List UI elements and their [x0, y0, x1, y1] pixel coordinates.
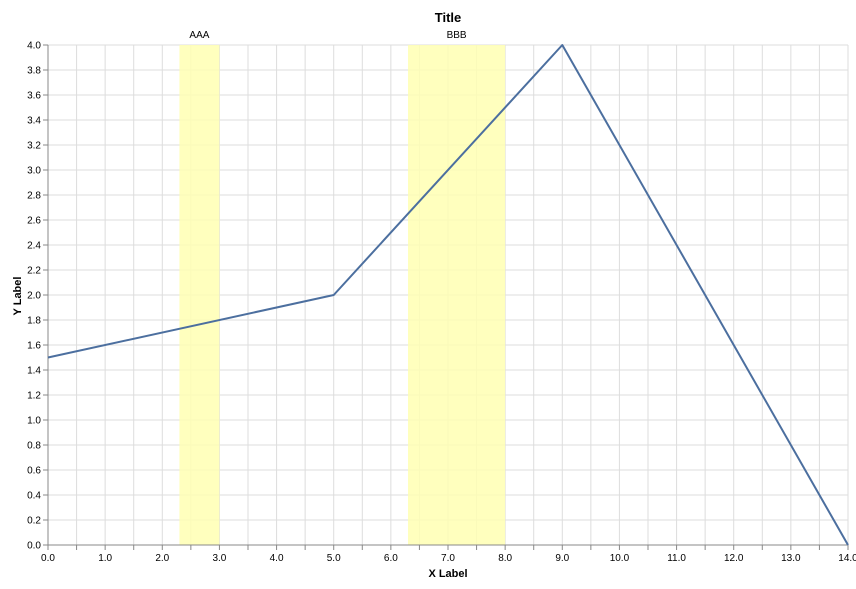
y-tick-label: 1.2 [27, 391, 41, 402]
highlight-band [179, 45, 220, 545]
y-axis-title: Y Label [12, 277, 24, 316]
x-tick-label: 12.0 [724, 553, 744, 564]
y-tick-label: 2.0 [27, 291, 41, 302]
y-tick-label: 2.6 [27, 216, 41, 227]
x-tick-label: 1.0 [98, 553, 112, 564]
band-label: AAA [189, 30, 209, 41]
x-tick-label: 10.0 [610, 553, 630, 564]
highlight-band [408, 45, 506, 545]
y-tick-label: 1.8 [27, 316, 41, 327]
y-tick-label: 2.4 [27, 241, 41, 252]
axes: 0.0 1.0 2.0 3.0 4.0 5.0 6.0 7.0 8.0 9.0 10.0 11.0 12… [27, 41, 856, 565]
y-tick-label: 1.4 [27, 366, 41, 377]
x-tick-label: 7.0 [441, 553, 455, 564]
x-tick-label: 14.0 [838, 553, 856, 564]
y-tick-label: 4.0 [27, 41, 41, 52]
y-tick-label: 0.8 [27, 441, 41, 452]
series-line [47, 44, 849, 546]
x-tick-label: 0.0 [41, 553, 55, 564]
y-tick-label: 3.4 [27, 116, 41, 127]
y-tick-label: 0.6 [27, 466, 41, 477]
highlight-bands: AAA BBB [179, 30, 506, 545]
x-tick-label: 13.0 [781, 553, 801, 564]
y-tick-label: 1.0 [27, 416, 41, 427]
y-tick-label: 3.0 [27, 166, 41, 177]
y-tick-label: 3.2 [27, 141, 41, 152]
x-tick-label: 4.0 [270, 553, 284, 564]
y-tick-label: 2.2 [27, 266, 41, 277]
y-tick-label: 0.4 [27, 491, 41, 502]
y-tick-label: 3.6 [27, 91, 41, 102]
y-tick-label: 2.8 [27, 191, 41, 202]
x-tick-label: 8.0 [498, 553, 512, 564]
y-tick-label: 0.2 [27, 516, 41, 527]
x-tick-label: 6.0 [384, 553, 398, 564]
y-tick-label: 0.0 [27, 541, 41, 552]
x-tick-label: 2.0 [155, 553, 169, 564]
x-tick-label: 9.0 [555, 553, 569, 564]
x-tick-label: 11.0 [667, 553, 686, 564]
x-tick-label: 5.0 [327, 553, 341, 564]
x-tick-label: 3.0 [212, 553, 226, 564]
x-axis-title: X Label [428, 568, 467, 580]
y-tick-label: 3.8 [27, 66, 41, 77]
y-tick-label: 1.6 [27, 341, 41, 352]
chart-title: Title [435, 10, 462, 25]
band-label: BBB [447, 30, 467, 41]
series [47, 44, 849, 546]
